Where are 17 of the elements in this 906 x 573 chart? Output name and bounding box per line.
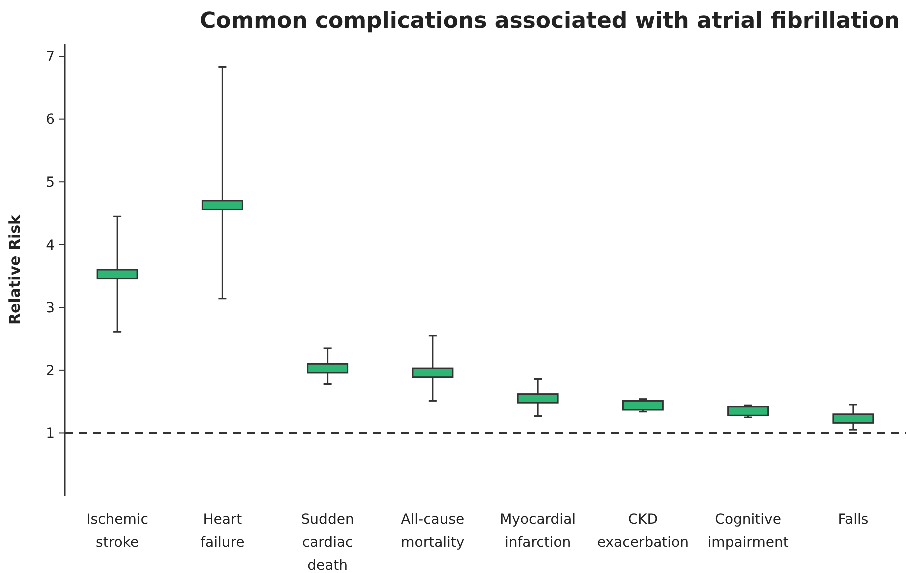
x-tick-label: Falls: [838, 512, 869, 528]
x-tick-label: Myocardial infarction: [500, 512, 576, 551]
y-tick-label: 2: [46, 363, 55, 380]
y-tick-label: 4: [46, 238, 56, 254]
y-tick-label: 3: [46, 300, 55, 317]
x-tick-label: CKD exacerbation: [597, 512, 689, 551]
y-tick-label: 6: [46, 112, 56, 128]
y-tick-label: 7: [46, 49, 55, 66]
x-tick-label: Cognitive impairment: [708, 512, 790, 551]
y-tick-label: 1: [46, 426, 55, 442]
x-tick-label: Heart failure: [200, 512, 245, 551]
y-tick-label: 5: [46, 175, 55, 192]
chart-title: Common complications associated with atrial fibrillation: [200, 9, 900, 34]
y-axis-title: Relative Risk: [6, 214, 24, 326]
x-tick-label: Sudden cardiac death: [301, 512, 354, 573]
x-tick-label: All-cause mortality: [401, 512, 465, 551]
x-tick-label: Ischemic stroke: [86, 512, 148, 551]
